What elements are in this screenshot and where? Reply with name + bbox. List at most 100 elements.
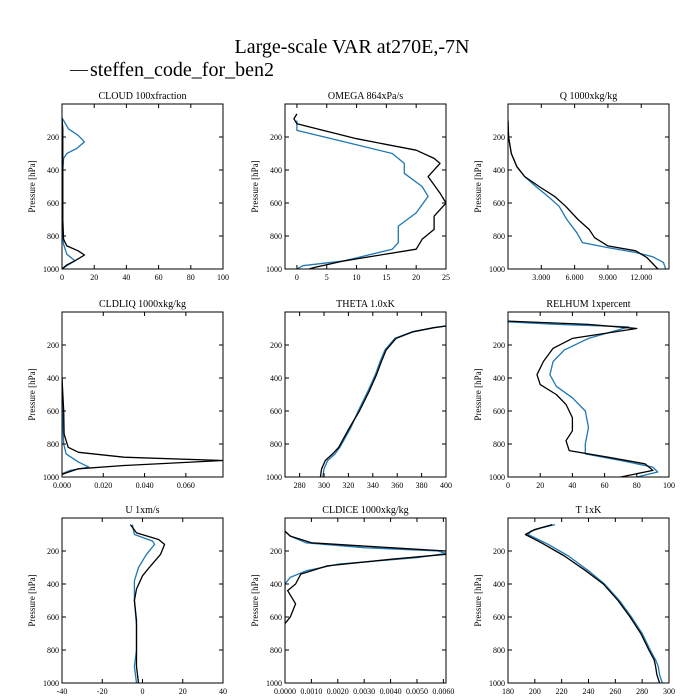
x-tick-label: 260 [609,687,621,696]
y-tick-label: 800 [270,232,282,241]
y-tick-label: 200 [270,133,282,142]
x-tick-label: 0 [141,687,145,696]
y-axis-label: Pressure [hPa] [473,160,483,212]
x-tick-label: 3.000 [532,273,550,282]
y-tick-label: 1000 [266,473,282,482]
x-tick-label: 0 [295,273,299,282]
series-line-model [131,524,156,683]
x-tick-label: 0.0030 [353,687,375,696]
y-tick-label: 400 [47,374,59,383]
x-tick-label: 60 [155,273,163,282]
x-tick-label: 380 [416,481,428,490]
x-tick-label: 280 [294,481,306,490]
y-tick-label: 1000 [43,473,59,482]
x-tick-label: 6.000 [566,273,584,282]
plot-frame [284,103,447,270]
y-tick-label: 400 [493,374,505,383]
y-tick-label: 200 [493,547,505,556]
x-tick-label: -40 [57,687,68,696]
y-tick-label: 400 [270,374,282,383]
panel-8: CLDICE 1000xkg/kg Pressure [hPa] 200 400 600… [250,505,454,696]
y-tick-label: 400 [493,580,505,589]
y-tick-label: 600 [47,613,59,622]
x-tick-label: 100 [663,481,675,490]
y-tick-label: 200 [270,547,282,556]
x-tick-label: 40 [122,273,130,282]
plot-frame [61,103,224,270]
x-tick-label: -20 [97,687,108,696]
x-tick-label: 0.0050 [406,687,428,696]
panel-title: CLOUD 100xfraction [98,91,186,102]
y-tick-label: 400 [47,166,59,175]
y-axis-label: Pressure [hPa] [250,574,260,626]
x-tick-label: 0 [506,481,510,490]
x-tick-label: 40 [219,687,227,696]
plot-frame [507,311,670,478]
series-line-model [527,523,663,683]
panel-title: THETA 1.0xK [336,299,395,310]
panel-2: OMEGA 864xPa/s Pressure [hPa] 200 400 600 800… [250,91,450,282]
x-tick-label: 0.0010 [300,687,322,696]
x-tick-label: 300 [318,481,330,490]
y-tick-label: 800 [47,646,59,655]
x-tick-label: 200 [529,687,541,696]
x-tick-label: 80 [187,273,195,282]
plot-frame [284,311,447,478]
x-tick-label: 10 [353,273,361,282]
y-axis-label: Pressure [hPa] [473,574,483,626]
x-tick-label: 0.0040 [380,687,402,696]
x-tick-label: 220 [556,687,568,696]
y-tick-label: 800 [493,440,505,449]
x-tick-label: 180 [502,687,514,696]
x-tick-label: 360 [391,481,403,490]
x-tick-label: 320 [342,481,354,490]
y-tick-label: 800 [47,440,59,449]
y-tick-label: 1000 [43,679,59,688]
series-line-reference [293,113,446,269]
x-tick-label: 340 [367,481,379,490]
y-tick-label: 200 [270,341,282,350]
y-tick-label: 600 [270,199,282,208]
panel-3: Q 1000xkg/kg Pressure [hPa] 200 400 600 800 10… [473,91,670,282]
legend-line-model: — [69,59,89,79]
series-line-model [508,120,667,269]
y-tick-label: 400 [270,166,282,175]
x-tick-label: 40 [568,481,576,490]
panel-title: U 1xm/s [125,505,159,516]
y-axis-label: Pressure [hPa] [27,574,37,626]
plot-frame [284,517,447,684]
series-line-model [285,530,446,624]
y-tick-label: 600 [47,407,59,416]
panel-5: THETA 1.0xK 200 400 600 800 1000 280 300 320 340 3… [266,299,452,490]
panel-title: OMEGA 864xPa/s [328,91,403,102]
x-tick-label: 20 [90,273,98,282]
y-tick-label: 400 [47,580,59,589]
series-line-reference [508,120,659,269]
series-line-model [508,321,659,477]
y-axis-label: Pressure [hPa] [250,160,260,212]
y-tick-label: 1000 [489,679,505,688]
y-tick-label: 200 [47,133,59,142]
y-tick-label: 1000 [266,679,282,688]
x-tick-label: 240 [583,687,595,696]
x-tick-label: 20 [536,481,544,490]
plot-frame [507,517,670,684]
x-tick-label: 60 [601,481,609,490]
legend: — steffen_code_for_ben2 [69,59,274,81]
series-line-reference [285,530,446,625]
y-axis-label: Pressure [hPa] [473,368,483,420]
x-tick-label: 9.000 [599,273,617,282]
panel-title: CLDLIQ 1000xkg/kg [99,299,186,310]
series-line-reference [319,325,446,477]
y-tick-label: 200 [47,547,59,556]
x-tick-label: 100 [217,273,229,282]
plot-frame [61,311,224,478]
figure-title: Large-scale VAR at270E,-7N [235,36,470,58]
y-tick-label: 600 [270,407,282,416]
